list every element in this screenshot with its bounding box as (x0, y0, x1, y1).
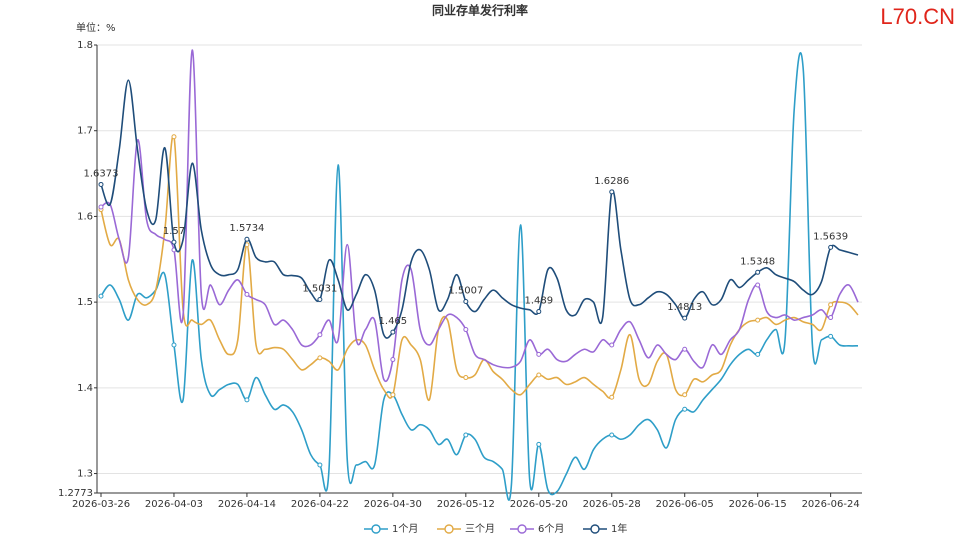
point-marker (317, 332, 323, 338)
point-marker (828, 244, 834, 250)
legend-label: 6个月 (538, 523, 564, 535)
series-line (100, 49, 859, 383)
y-tick-label: 1.5 (77, 297, 93, 308)
point-marker (98, 293, 104, 299)
y-axis-label: 单位：% (76, 21, 116, 34)
x-tick-label: 2026-03-26 (72, 499, 130, 510)
point-marker (463, 327, 469, 333)
legend-item[interactable]: 1年 (583, 522, 627, 535)
point-marker (98, 181, 104, 187)
point-marker (463, 432, 469, 438)
point-marker (682, 392, 688, 398)
series-line (100, 79, 859, 339)
point-marker (755, 269, 761, 275)
data-label: 1.6286 (594, 176, 629, 187)
point-marker (536, 351, 542, 357)
data-label: 1.489 (524, 296, 553, 307)
x-tick-label: 2026-04-14 (218, 499, 276, 510)
x-tick-label: 2026-06-24 (802, 499, 860, 510)
point-marker (682, 346, 688, 352)
point-marker (536, 309, 542, 315)
point-marker (755, 351, 761, 357)
point-marker (609, 342, 615, 348)
point-marker (98, 204, 104, 210)
point-marker (171, 239, 177, 245)
point-marker (682, 406, 688, 412)
plot-area (98, 49, 859, 501)
chart-title: 同业存单发行利率 (432, 3, 528, 18)
series-line (100, 52, 859, 501)
data-label: 1.5348 (740, 256, 775, 267)
data-label: 1.4813 (667, 302, 702, 313)
legend-item[interactable]: 1个月 (364, 523, 418, 535)
y-tick-label: 1.3 (77, 469, 93, 480)
point-marker (536, 372, 542, 378)
point-marker (390, 357, 396, 363)
point-marker (171, 134, 177, 140)
point-marker (390, 392, 396, 398)
data-label: 1.5734 (229, 223, 264, 234)
point-marker (828, 302, 834, 308)
x-tick-label: 2026-05-12 (437, 499, 495, 510)
point-marker (536, 441, 542, 447)
point-marker (755, 282, 761, 288)
point-marker (244, 236, 250, 242)
point-marker (390, 329, 396, 335)
legend-label: 三个月 (465, 523, 495, 535)
x-tick-label: 2026-04-30 (364, 499, 422, 510)
point-marker (755, 317, 761, 323)
x-tick-label: 2026-05-20 (510, 499, 568, 510)
point-marker (463, 299, 469, 305)
point-marker (317, 462, 323, 468)
point-marker (828, 333, 834, 339)
point-marker (609, 432, 615, 438)
point-marker (317, 355, 323, 361)
point-marker (171, 342, 177, 348)
data-label: 1.57 (163, 226, 185, 237)
point-marker (244, 397, 250, 403)
legend-symbol (444, 524, 454, 534)
legend-symbol (371, 524, 381, 534)
point-marker (609, 189, 615, 195)
legend-item[interactable]: 三个月 (437, 523, 495, 535)
data-label: 1.5031 (302, 283, 337, 294)
y-tick-label: 1.2773 (58, 488, 93, 499)
legend-label: 1年 (611, 522, 627, 535)
y-tick-label: 1.4 (77, 383, 93, 394)
y-tick-label: 1.8 (77, 40, 93, 51)
y-tick-label: 1.7 (77, 126, 93, 137)
point-marker (317, 296, 323, 302)
x-tick-label: 2026-05-28 (583, 499, 641, 510)
watermark: L70.CN (880, 4, 955, 29)
x-tick-label: 2026-04-22 (291, 499, 349, 510)
legend-label: 1个月 (392, 523, 418, 535)
point-marker (828, 315, 834, 321)
point-marker (463, 375, 469, 381)
data-label: 1.5639 (813, 231, 848, 242)
x-tick-label: 2026-06-15 (729, 499, 787, 510)
legend-item[interactable]: 6个月 (510, 523, 564, 535)
x-tick-label: 2026-04-03 (145, 499, 203, 510)
x-tick-label: 2026-06-05 (656, 499, 714, 510)
data-label: 1.465 (379, 316, 408, 327)
legend-symbol (517, 524, 527, 534)
point-marker (244, 291, 250, 297)
data-label: 1.5007 (448, 286, 483, 297)
point-marker (609, 394, 615, 400)
data-label: 1.6373 (84, 168, 119, 179)
series-line (100, 134, 859, 401)
legend-symbol (590, 524, 600, 534)
point-marker (682, 315, 688, 321)
y-tick-label: 1.6 (77, 211, 93, 222)
